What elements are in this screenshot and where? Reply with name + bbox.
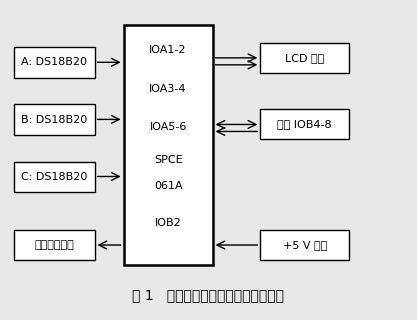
Text: 键盘 IOB4-8: 键盘 IOB4-8: [277, 119, 332, 129]
FancyBboxPatch shape: [123, 25, 213, 265]
Text: B: DS18B20: B: DS18B20: [21, 115, 87, 124]
Text: IOB2: IOB2: [155, 218, 181, 228]
FancyBboxPatch shape: [260, 109, 349, 140]
Text: SPCE: SPCE: [154, 156, 182, 165]
FancyBboxPatch shape: [14, 230, 95, 260]
Text: LCD 显示: LCD 显示: [285, 53, 324, 63]
Text: 图 1   温度测控系统硬件原理示意框图: 图 1 温度测控系统硬件原理示意框图: [133, 288, 284, 302]
Text: 控制驱动电路: 控制驱动电路: [34, 240, 74, 250]
FancyBboxPatch shape: [260, 43, 349, 73]
FancyBboxPatch shape: [14, 47, 95, 77]
Text: IOA5-6: IOA5-6: [149, 122, 187, 132]
FancyBboxPatch shape: [260, 230, 349, 260]
Text: 061A: 061A: [154, 181, 182, 191]
FancyBboxPatch shape: [14, 162, 95, 192]
Text: A: DS18B20: A: DS18B20: [21, 58, 87, 68]
Text: IOA1-2: IOA1-2: [149, 45, 187, 55]
Text: +5 V 电源: +5 V 电源: [283, 240, 327, 250]
FancyBboxPatch shape: [14, 105, 95, 135]
Text: IOA3-4: IOA3-4: [149, 84, 187, 94]
Text: C: DS18B20: C: DS18B20: [21, 172, 88, 182]
